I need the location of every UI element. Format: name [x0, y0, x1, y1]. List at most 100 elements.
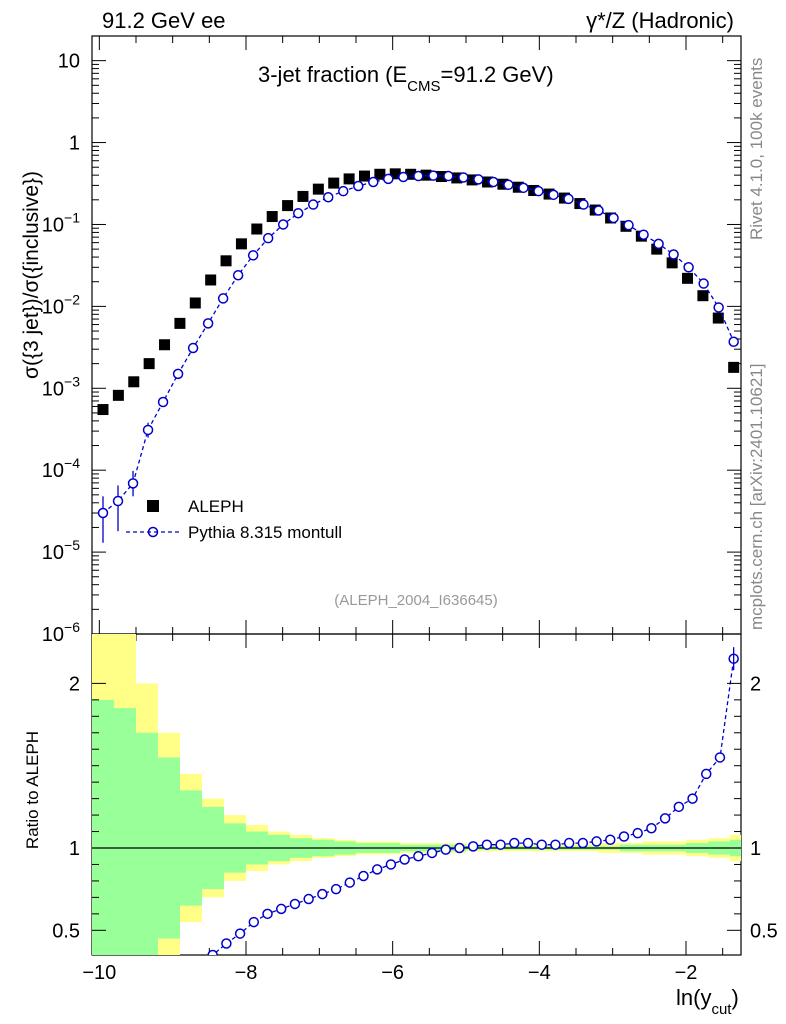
ratio-pythia-point — [262, 908, 273, 920]
legend-marker-aleph — [147, 500, 159, 512]
y-tick-label: 10−3 — [42, 373, 80, 400]
pythia-point — [338, 185, 349, 197]
aleph-point — [297, 190, 309, 202]
ratio-pythia-point — [563, 837, 575, 849]
ratio-panel: 0.5 0.5 1 1 2 2 −10 −8 −6 −4 −2 — [52, 633, 778, 984]
pythia-point — [578, 199, 589, 210]
header-right: γ*/Z (Hadronic) — [586, 8, 734, 33]
pythia-point — [698, 278, 709, 289]
ratio-pythia-point — [522, 837, 534, 849]
y-tick-label: 10 — [58, 51, 80, 73]
pythia-point — [623, 219, 634, 231]
aleph-point — [312, 183, 324, 195]
ratio-y-tick-label-right: 0.5 — [750, 920, 778, 942]
pythia-point — [292, 208, 304, 219]
pythia-point — [353, 180, 364, 192]
ratio-band-inner — [114, 708, 136, 955]
aleph-point — [220, 255, 232, 267]
ratio-pythia-point — [687, 793, 698, 804]
aleph-point — [651, 243, 663, 255]
rivet-label: Rivet 4.1.0, 100k events — [747, 58, 766, 240]
pythia-point — [127, 478, 139, 489]
pythia-point — [277, 219, 289, 230]
y-tick-label-exp: −1 — [64, 209, 80, 225]
aleph-point — [282, 200, 294, 212]
ratio-pythia-point — [426, 847, 438, 859]
aleph-point — [389, 168, 401, 180]
ratio-pythia-point — [289, 898, 301, 910]
aleph-point — [374, 168, 386, 180]
pythia-point — [683, 262, 694, 273]
legend-label-pythia: Pythia 8.315 montull — [188, 523, 342, 542]
ratio-pythia-point — [344, 877, 356, 888]
pythia-point — [668, 249, 679, 260]
y-tick-label-base: 10 — [42, 214, 64, 236]
ratio-pythia-point — [454, 842, 465, 854]
aleph-point — [697, 290, 709, 302]
aleph-point — [159, 339, 171, 351]
ratio-pythia-point — [385, 859, 397, 870]
y-tick-label-base: 10 — [42, 542, 64, 564]
pythia-point — [187, 342, 199, 354]
y-tick-label: 10−6 — [42, 619, 80, 646]
pythia-point — [307, 199, 319, 210]
ratio-y-tick-label: 0.5 — [52, 920, 80, 942]
ratio-pythia-point — [618, 831, 630, 842]
aleph-point — [235, 238, 247, 250]
aleph-point — [451, 172, 463, 184]
pythia-point — [262, 232, 274, 244]
pythia-point — [458, 172, 469, 183]
mcplots-label: mcplots.cern.ch [arXiv:2401.10621] — [747, 364, 766, 630]
x-tick-label: −10 — [82, 962, 116, 984]
ratio-pythia-point — [646, 822, 657, 834]
chart-title: 3-jet fraction (ECMS=91.2 GeV) — [258, 62, 554, 95]
ratio-band-inner — [136, 732, 158, 955]
pythia-point — [157, 396, 169, 408]
pythia-point — [548, 189, 559, 201]
pythia-point — [653, 238, 664, 250]
analysis-tag: (ALEPH_2004_I636645) — [334, 592, 497, 609]
aleph-point — [174, 317, 186, 329]
ratio-y-tick-label-right: 2 — [750, 673, 761, 695]
x-axis-label-sub: cut — [711, 1001, 732, 1018]
y-tick-label: 10−5 — [42, 537, 80, 564]
y-tick-label-exp: −4 — [64, 455, 80, 471]
pythia-point — [247, 250, 259, 261]
pythia-point — [142, 424, 154, 436]
pythia-point — [518, 182, 529, 194]
ratio-band-inner — [92, 699, 114, 955]
x-tick-label: −6 — [381, 962, 404, 984]
ratio-pythia-point — [550, 839, 561, 850]
pythia-point — [97, 507, 109, 519]
pythia-point — [638, 229, 649, 240]
ratio-pythia-point — [591, 836, 602, 847]
aleph-point — [466, 174, 478, 186]
pythia-point — [172, 368, 184, 380]
pythia-point — [383, 173, 394, 185]
ratio-pythia-point — [632, 827, 643, 839]
ratio-pythia-point — [509, 837, 520, 849]
legend-label-aleph: ALEPH — [188, 497, 244, 516]
pythia-point — [608, 212, 619, 224]
pythia-point — [428, 170, 439, 181]
ratio-pythia-point — [467, 841, 479, 852]
ratio-pythia-point — [399, 854, 410, 865]
y-tick-label: 10−1 — [42, 209, 80, 236]
ratio-pythia-point — [673, 801, 685, 813]
y-tick-label-exp: −5 — [64, 537, 80, 553]
aleph-point — [205, 274, 217, 286]
y-tick-label-base: 10 — [42, 460, 64, 482]
pythia-point — [728, 336, 739, 347]
chart-title-sub: CMS — [407, 78, 440, 95]
ratio-clipped — [92, 634, 741, 955]
pythia-point — [563, 193, 574, 205]
aleph-point — [343, 173, 355, 185]
pythia-point — [593, 205, 604, 216]
aleph-point — [189, 297, 201, 309]
y-tick-label-exp: −2 — [64, 291, 80, 307]
y-tick-label-exp: −6 — [64, 619, 80, 635]
ratio-pythia-point — [248, 916, 260, 928]
aleph-point — [358, 170, 370, 182]
chart-title-main: 3-jet fraction (E — [258, 62, 407, 87]
